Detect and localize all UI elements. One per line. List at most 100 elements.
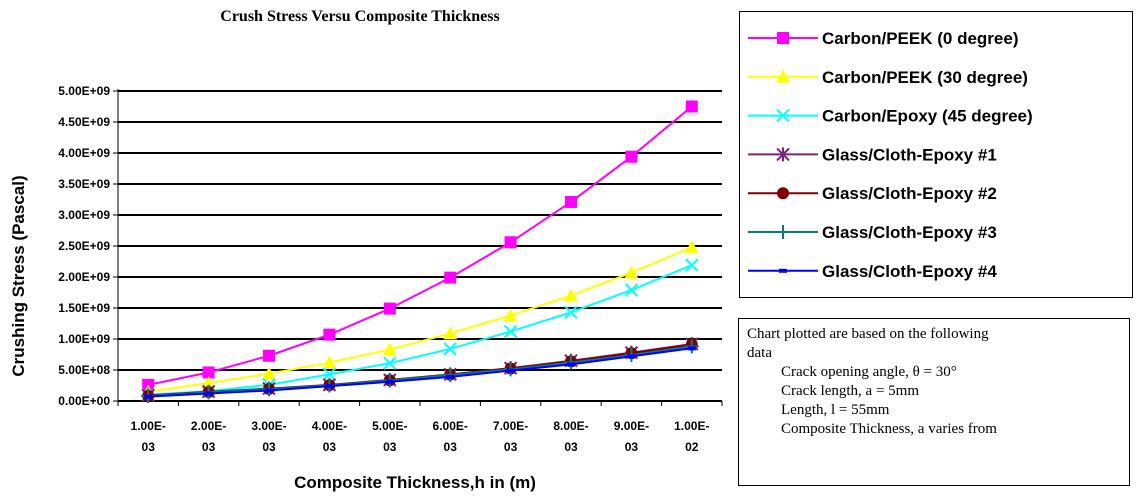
data-point (567, 362, 575, 367)
x-tick-label: 8.00E- (553, 419, 588, 433)
data-point (685, 100, 698, 113)
x-tick-label: 3.00E- (251, 419, 286, 433)
note-line-1: Chart plotted are based on the following (747, 326, 989, 342)
data-point (624, 283, 639, 297)
x-tick-label-exponent: 03 (142, 440, 156, 454)
legend-label: Glass/Cloth-Epoxy #1 (822, 145, 997, 164)
data-point (144, 394, 153, 399)
legend-item: Carbon/Epoxy (45 degree) (748, 107, 1033, 126)
data-point (625, 150, 638, 163)
series-2 (141, 240, 699, 398)
note-line-2: data (747, 345, 772, 361)
data-point (565, 195, 577, 208)
data-point (564, 305, 578, 320)
legend-label: Glass/Cloth-Epoxy #4 (822, 262, 997, 281)
legend-item: Glass/Cloth-Epoxy #1 (748, 145, 997, 164)
y-tick-label: 1.50E+09 (58, 301, 110, 315)
x-tick-label-exponent: 03 (202, 440, 216, 454)
data-point (684, 240, 699, 254)
data-point (564, 288, 578, 302)
x-tick-label-exponent: 03 (323, 440, 337, 454)
legend-label: Glass/Cloth-Epoxy #2 (822, 184, 997, 203)
legend-item: Carbon/PEEK (30 degree) (748, 68, 1028, 87)
data-point (385, 379, 394, 384)
data-point (383, 356, 397, 370)
series-line (148, 264, 693, 396)
data-point (383, 302, 396, 315)
data-point (263, 349, 275, 362)
legend-swatch-marker (776, 69, 790, 83)
data-point (265, 388, 273, 393)
x-tick-label: 1.00E- (131, 419, 166, 433)
data-point (444, 271, 457, 284)
x-tick-label: 1.00E- (674, 419, 709, 433)
data-point (503, 308, 518, 322)
x-tick-label-exponent: 03 (625, 440, 639, 454)
data-point (503, 324, 518, 339)
legend-item: Glass/Cloth-Epoxy #4 (748, 262, 997, 281)
y-tick-label: 4.50E+09 (58, 115, 110, 129)
y-tick-label: 2.50E+09 (58, 239, 110, 253)
series-line (148, 246, 693, 393)
legend-swatch-marker (776, 225, 790, 239)
y-tick-label: 0.00E+00 (58, 394, 110, 408)
data-point (504, 236, 517, 249)
legend-label: Carbon/PEEK (30 degree) (822, 68, 1028, 87)
series-line (148, 345, 692, 398)
data-point (446, 374, 455, 379)
y-tick-label: 3.50E+09 (58, 177, 110, 191)
chart-plot: 0.00E+00 5.00E+08 1.00E+09 1.50E+09 2.00E+09… (9, 84, 723, 492)
data-point (322, 355, 337, 369)
chart-title: Crush Stress Versu Composite Thickness (220, 8, 500, 25)
x-tick-label: 5.00E- (372, 419, 407, 433)
data-point (201, 376, 216, 390)
x-tick-label-exponent: 03 (262, 440, 276, 454)
series-7 (144, 346, 696, 399)
legend-swatch-marker (779, 268, 787, 273)
data-note: Chart plotted are based on the following… (738, 318, 1130, 486)
legend-label: Carbon/PEEK (0 degree) (822, 29, 1019, 48)
data-point (506, 368, 515, 373)
note-crack-opening-angle: Crack opening angle, θ = 30° (781, 364, 957, 380)
data-point (627, 354, 636, 359)
data-point (204, 391, 213, 396)
note-composite-thickness: Composite Thickness, a varies from (781, 421, 997, 437)
legend-swatch-marker (777, 187, 789, 200)
data-point (443, 326, 458, 340)
y-tick-label: 4.00E+09 (58, 146, 110, 160)
legend: Carbon/PEEK (0 degree) Carbon/PEEK (30 de… (739, 11, 1133, 298)
legend-swatch-marker (777, 32, 789, 44)
data-point (323, 328, 336, 341)
x-axis-title: Composite Thickness,h in (m) (294, 473, 536, 492)
x-tick-label: 7.00E- (493, 419, 528, 433)
x-tick-label-exponent: 03 (564, 440, 578, 454)
legend-swatch-marker (776, 147, 790, 162)
y-axis-title: Crushing Stress (Pascal) (9, 175, 28, 376)
y-tick-label: 5.00E+09 (58, 84, 110, 98)
note-length: Length, l = 55mm (781, 402, 890, 418)
legend-item: Glass/Cloth-Epoxy #2 (748, 184, 997, 203)
data-point (687, 346, 696, 351)
x-tick-label: 4.00E- (312, 419, 347, 433)
y-tick-label: 1.00E+09 (58, 332, 110, 346)
data-point (325, 384, 334, 389)
data-point (685, 258, 699, 272)
y-tick-label: 5.00E+08 (58, 363, 110, 377)
data-point (382, 342, 397, 356)
legend-swatch-marker (776, 108, 790, 123)
data-point (624, 265, 639, 279)
legend-label: Glass/Cloth-Epoxy #3 (822, 223, 997, 242)
x-tick-label: 6.00E- (433, 419, 468, 433)
data-point (262, 366, 276, 380)
legend-item: Carbon/PEEK (0 degree) (748, 29, 1019, 48)
series-line (148, 347, 692, 398)
series-line (147, 105, 693, 386)
x-tick-label-exponent: 03 (383, 440, 397, 454)
x-tick-label-exponent: 03 (444, 440, 458, 454)
data-point (322, 367, 337, 382)
note-crack-length: Crack length, a = 5mm (781, 383, 920, 399)
y-tick-label: 2.00E+09 (58, 270, 110, 284)
x-tick-label: 2.00E- (191, 419, 226, 433)
x-tick-label: 9.00E- (614, 419, 649, 433)
